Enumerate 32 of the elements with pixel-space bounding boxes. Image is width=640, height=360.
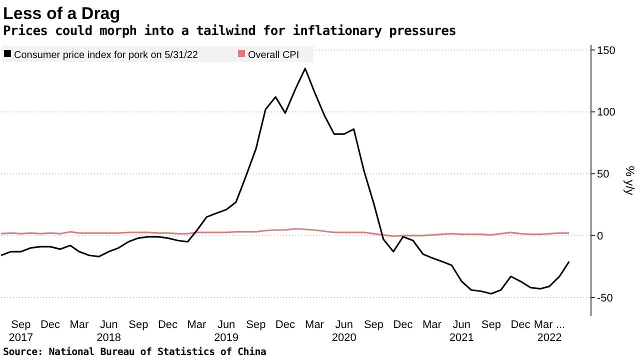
line-series (0, 68, 570, 295)
legend-label: Consumer price index for pork on 5/31/22 (14, 50, 198, 61)
x-tick-label: Jun 2021 (449, 319, 474, 344)
x-tick-label: Sep (128, 319, 148, 331)
x-tick-label: Sep 2017 (8, 319, 34, 344)
x-tick-label: Jun 2018 (96, 319, 122, 344)
x-tick-label: Mar (422, 319, 442, 331)
x-tick-label: Sep (364, 319, 384, 331)
legend-label: Overall CPI (248, 50, 300, 61)
y-tick-label: 50 (597, 168, 610, 181)
x-tick-label: Jun 2020 (332, 319, 356, 344)
y-tick-label: 150 (597, 44, 616, 57)
chart-title: Less of a Drag (3, 4, 120, 23)
y-tick-label: -50 (597, 292, 613, 304)
y-axis-title: % y/y (623, 166, 637, 196)
x-tick-label: Dec (393, 319, 414, 331)
chart-subtitle: Prices could morph into a tailwind for inflationary pressures (3, 24, 456, 39)
x-tick-label: Sep (481, 319, 502, 331)
source-note: Source: National Bureau of Statistics of China (3, 346, 266, 358)
x-tick-label: Dec (510, 319, 531, 331)
x-tick-label: Dec (158, 319, 178, 331)
x-tick-label: Mar (305, 319, 324, 331)
x-tick-label: Mar (70, 319, 90, 331)
y-tick-label: 0 (597, 230, 604, 242)
x-tick-label: Mar ... 2022 (534, 319, 566, 344)
x-tick-label: Mar (187, 319, 207, 331)
x-tick-label: Dec (275, 319, 296, 331)
x-tick-label: Sep (246, 319, 266, 331)
x-tick-label: Dec (40, 319, 61, 331)
x-tick-label: Jun 2019 (214, 319, 239, 344)
line-series (0, 228, 570, 237)
y-tick-label: 100 (597, 106, 616, 119)
